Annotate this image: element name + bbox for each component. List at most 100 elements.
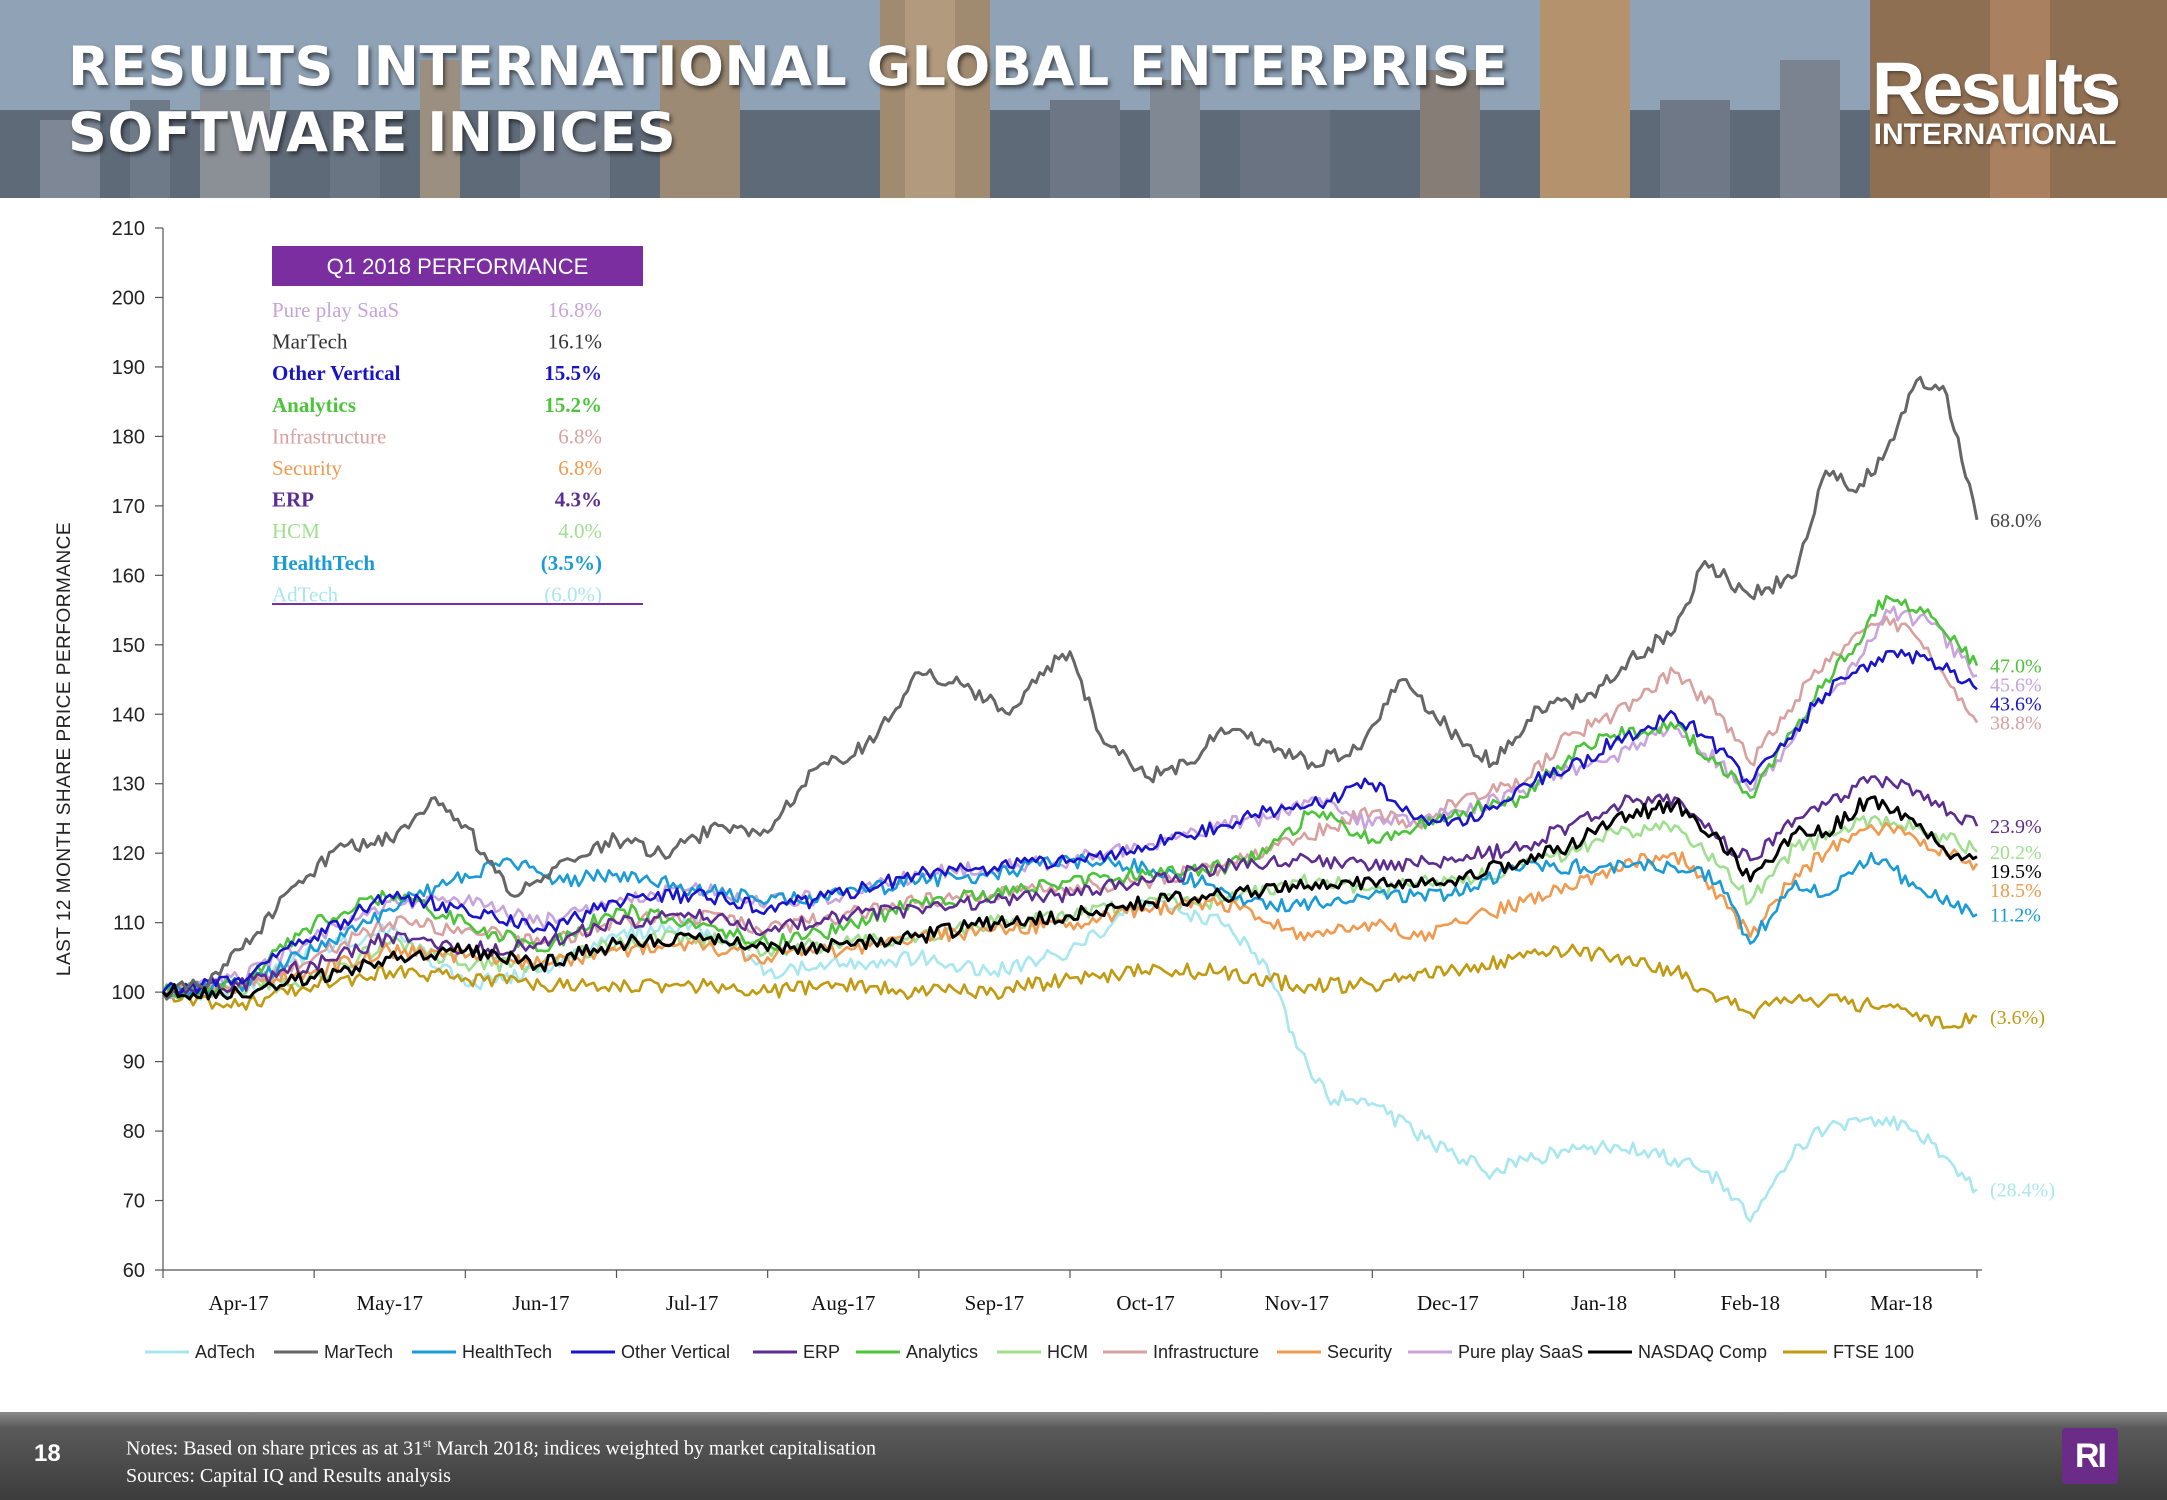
legend-label: MarTech	[324, 1342, 393, 1362]
series-line-infrastructure	[161, 615, 1979, 999]
legend-label: FTSE 100	[1833, 1342, 1914, 1362]
end-label-analytics: 47.0%	[1990, 656, 2042, 678]
series-line-other-vertical	[161, 648, 1978, 995]
performance-row-name: AdTech	[272, 582, 339, 606]
y-tick-label: 190	[112, 357, 145, 379]
x-tick-label: Oct-17	[1116, 1291, 1174, 1315]
legend-label: HealthTech	[462, 1342, 552, 1362]
end-label-martech: 68.0%	[1990, 510, 2042, 532]
y-tick-label: 200	[112, 287, 145, 309]
x-tick-label: Jul-17	[666, 1291, 719, 1315]
y-tick-label: 60	[123, 1260, 145, 1282]
legend-label: Pure play SaaS	[1458, 1342, 1583, 1362]
performance-row-name: HealthTech	[272, 551, 375, 575]
performance-row-value: 4.0%	[558, 519, 602, 543]
series-line-analytics	[161, 594, 1979, 1000]
end-label-infrastructure: 38.8%	[1990, 713, 2042, 735]
logo-wordmark: Results	[1871, 47, 2121, 130]
sources-line: Sources: Capital IQ and Results analysis	[126, 1464, 451, 1487]
x-tick-label: Sep-17	[965, 1291, 1025, 1315]
header-banner: RESULTS INTERNATIONAL GLOBAL ENTERPRISE …	[0, 0, 2167, 198]
performance-row-name: HCM	[272, 519, 320, 543]
series-line-pure-play-saas	[161, 605, 1978, 1000]
legend-label: HCM	[1047, 1342, 1088, 1362]
series-line-adtech	[162, 899, 1978, 1223]
end-labels-layer: 68.0% 47.0%45.6%43.6%38.8% 23.9% 20.2%19.5%…	[1990, 510, 2055, 1202]
series-line-ftse-100	[162, 943, 1978, 1030]
legend-label: Other Vertical	[621, 1342, 730, 1362]
performance-row-value: 15.5%	[544, 361, 602, 385]
x-tick-label: Jan-18	[1571, 1291, 1627, 1315]
performance-row-name: Security	[272, 456, 342, 480]
y-tick-label: 140	[112, 704, 145, 726]
y-tick-label: 150	[112, 635, 145, 657]
legend-label: Analytics	[906, 1342, 978, 1362]
legend-label: NASDAQ Comp	[1638, 1342, 1767, 1362]
notes-line-1: Notes: Based on share prices as at 31st …	[126, 1430, 876, 1463]
performance-row-name: MarTech	[272, 330, 348, 354]
legend-label: AdTech	[195, 1342, 255, 1362]
series-line-healthtech	[161, 851, 1978, 1000]
performance-table-title: Q1 2018 PERFORMANCE	[327, 254, 589, 279]
y-tick-label: 100	[112, 982, 145, 1004]
y-tick-label: 90	[123, 1052, 145, 1074]
line-chart: 60 70 80 90 100 110 120 130 140 150 160 170 180 190 20…	[54, 218, 2055, 1362]
footer-bar: 18 Notes: Based on share prices as at 31…	[0, 1412, 2167, 1500]
x-tick-label: Dec-17	[1417, 1291, 1479, 1315]
performance-row-value: 15.2%	[544, 393, 602, 417]
performance-row-value: 16.1%	[548, 330, 602, 354]
y-tick-label: 180	[112, 426, 145, 448]
end-label-nasdaq-comp: 19.5%	[1990, 861, 2042, 883]
series-line-security	[162, 821, 1979, 997]
chart-series-layer	[161, 375, 1979, 1223]
chart-legend: AdTech MarTech HealthTech Other Vertical ERP…	[145, 1342, 1914, 1362]
performance-row-name: Pure play SaaS	[272, 298, 399, 322]
x-tick-label: Aug-17	[811, 1291, 875, 1315]
end-label-healthtech: 11.2%	[1990, 904, 2041, 926]
y-tick-label: 160	[112, 565, 145, 587]
q1-performance-table: Q1 2018 PERFORMANCE Pure play SaaS 16.8% Ma…	[272, 246, 643, 606]
end-label-ftse-100: (3.6%)	[1990, 1007, 2045, 1029]
performance-row-value: 6.8%	[558, 456, 602, 480]
performance-row-name: ERP	[272, 488, 314, 512]
y-tick-label: 80	[123, 1121, 145, 1143]
footer-notes: Notes: Based on share prices as at 31st …	[126, 1430, 876, 1490]
y-axis-title: LAST 12 MONTH SHARE PRICE PERFORMANCE	[54, 522, 75, 976]
performance-table-header-bg	[272, 246, 643, 286]
page-title: RESULTS INTERNATIONAL GLOBAL ENTERPRISE …	[68, 35, 1509, 164]
notes-text: Notes: Based on share prices as at 31	[126, 1437, 424, 1460]
logo-subtitle: INTERNATIONAL	[1873, 118, 2117, 151]
y-tick-label: 210	[112, 218, 145, 240]
y-tick-label: 120	[112, 843, 145, 865]
legend-label: Infrastructure	[1153, 1342, 1259, 1362]
y-tick-label: 70	[123, 1191, 145, 1213]
legend-label: Security	[1327, 1342, 1392, 1362]
notes-text-tail: March 2018; indices weighted by market c…	[431, 1437, 877, 1460]
page-number: 18	[34, 1440, 61, 1467]
performance-row-name: Other Vertical	[272, 361, 401, 385]
series-line-nasdaq-comp	[161, 795, 1978, 1001]
performance-row-name: Infrastructure	[272, 424, 386, 448]
legend-label: ERP	[803, 1342, 840, 1362]
performance-row-value: (6.0%)	[544, 582, 602, 606]
x-tick-label: Mar-18	[1870, 1291, 1933, 1315]
y-tick-label: 170	[112, 496, 145, 518]
performance-row-value: 4.3%	[555, 488, 602, 512]
y-tick-label: 130	[112, 774, 145, 796]
end-label-erp: 23.9%	[1990, 816, 2042, 838]
series-line-martech	[161, 375, 1979, 1001]
chart-axes: 60 70 80 90 100 110 120 130 140 150 160 170 180 190 20…	[54, 218, 1982, 1315]
ri-logo-badge: RI	[2062, 1428, 2118, 1484]
results-international-logo: Results INTERNATIONAL	[1870, 47, 2121, 151]
x-tick-label: Nov-17	[1265, 1291, 1329, 1315]
end-label-security: 18.5%	[1990, 880, 2042, 902]
end-label-other-vertical: 43.6%	[1990, 694, 2042, 716]
performance-row-value: 16.8%	[548, 298, 602, 322]
performance-row-name: Analytics	[272, 393, 356, 417]
notes-superscript: st	[423, 1436, 432, 1450]
performance-row-value: (3.5%)	[541, 551, 602, 575]
end-label-adtech: (28.4%)	[1990, 1179, 2055, 1201]
x-tick-label: May-17	[357, 1291, 424, 1315]
performance-row-value: 6.8%	[558, 424, 602, 448]
x-tick-label: Apr-17	[208, 1291, 268, 1315]
